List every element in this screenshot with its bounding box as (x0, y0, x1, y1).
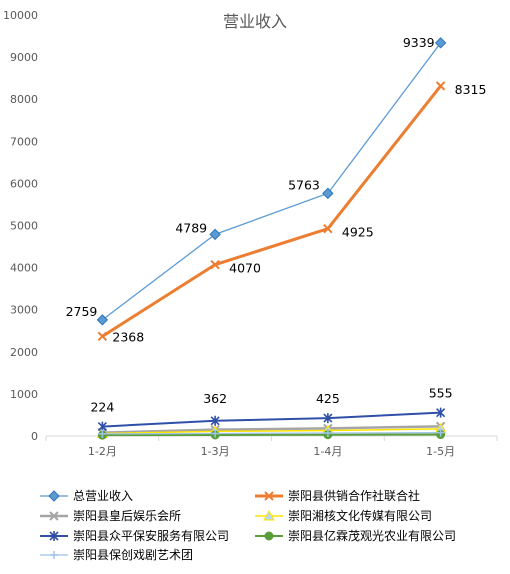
legend-label: 崇阳湘核文化传媒有限公司 (288, 508, 432, 523)
data-point (97, 331, 108, 342)
x-tick-label: 1-5月 (426, 445, 455, 458)
data-point (48, 490, 60, 502)
data-point (264, 531, 274, 541)
data-point (436, 407, 446, 418)
series-5 (97, 407, 446, 432)
y-tick-label: 5000 (10, 220, 38, 233)
legend-label: 崇阳县皇后娱乐会所 (73, 509, 181, 523)
data-label: 4925 (342, 225, 374, 240)
data-point (323, 429, 332, 438)
series-layer (96, 37, 447, 440)
data-point (210, 415, 220, 426)
x-tick-label: 1-2月 (88, 445, 117, 458)
series-line (102, 433, 441, 437)
data-label: 4789 (175, 220, 207, 235)
data-labels: 2759 4789 5763 9339 2368 4070 4925 8315 224 362 42… (66, 35, 487, 415)
y-tick-label: 3000 (10, 304, 38, 317)
data-point (211, 429, 220, 438)
data-label: 425 (316, 391, 340, 406)
y-tick-label: 8000 (10, 93, 38, 106)
series-line (102, 425, 441, 434)
series-2 (97, 81, 446, 342)
series-line (102, 428, 441, 435)
y-tick-label: 7000 (10, 135, 38, 148)
data-point (209, 228, 221, 241)
series-line (102, 411, 441, 428)
series-1 (96, 37, 447, 326)
data-label: 4070 (229, 261, 261, 276)
y-tick-label: 0 (31, 430, 38, 443)
x-tick-label: 1-3月 (201, 445, 230, 458)
data-label: 8315 (455, 82, 487, 97)
y-tick-label: 2000 (10, 346, 38, 359)
data-point (323, 223, 333, 234)
data-label: 362 (203, 391, 227, 406)
data-label: 9339 (403, 35, 435, 50)
data-point (49, 511, 59, 521)
axes: 0 1000 2000 3000 4000 5000 6000 7000 8000 9000 100… (3, 9, 498, 458)
data-point (210, 259, 220, 270)
data-point (49, 531, 59, 541)
data-point (435, 81, 446, 91)
legend-item: 总营业收入 (40, 489, 133, 503)
legend-item: 崇阳县亿霖茂观光农业有限公司 (255, 528, 456, 543)
legend-item: 崇阳县皇后娱乐会所 (40, 509, 181, 523)
y-tick-label: 10000 (3, 9, 38, 22)
legend-label: 总营业收入 (73, 489, 133, 503)
y-tick-label: 9000 (10, 51, 38, 64)
legend-item: 崇阳县保创戏剧艺术团 (40, 548, 193, 562)
series-line (102, 431, 441, 435)
data-point (50, 551, 58, 559)
data-point (263, 509, 275, 521)
legend-item: 崇阳湘核文化传媒有限公司 (255, 508, 432, 523)
data-point (98, 429, 107, 438)
series-line (101, 85, 442, 338)
data-label: 2368 (112, 329, 144, 344)
data-point (434, 37, 447, 49)
legend-label: 崇阳县保创戏剧艺术团 (73, 548, 193, 562)
legend-label: 崇阳县众平保安服务有限公司 (73, 528, 229, 543)
series-7 (98, 428, 445, 438)
y-tick-label: 4000 (10, 262, 38, 275)
data-point (436, 428, 445, 437)
chart-title: 营业收入 (223, 12, 287, 31)
data-point (264, 491, 274, 501)
data-point (323, 413, 333, 424)
series-line (101, 42, 442, 321)
legend-item: 崇阳县众平保安服务有限公司 (40, 528, 229, 543)
legend-item: 崇阳县供销合作社联合社 (255, 488, 420, 503)
y-tick-label: 6000 (10, 177, 38, 190)
data-label: 224 (90, 400, 114, 415)
data-label: 5763 (288, 177, 320, 192)
data-label: 555 (429, 386, 453, 401)
data-point (322, 187, 334, 200)
legend-label: 崇阳县供销合作社联合社 (288, 488, 420, 503)
y-tick-label: 1000 (10, 388, 38, 401)
data-label: 2759 (66, 304, 98, 319)
x-tick-label: 1-4月 (313, 445, 342, 458)
legend-label: 崇阳县亿霖茂观光农业有限公司 (288, 528, 456, 543)
data-point (96, 314, 109, 326)
